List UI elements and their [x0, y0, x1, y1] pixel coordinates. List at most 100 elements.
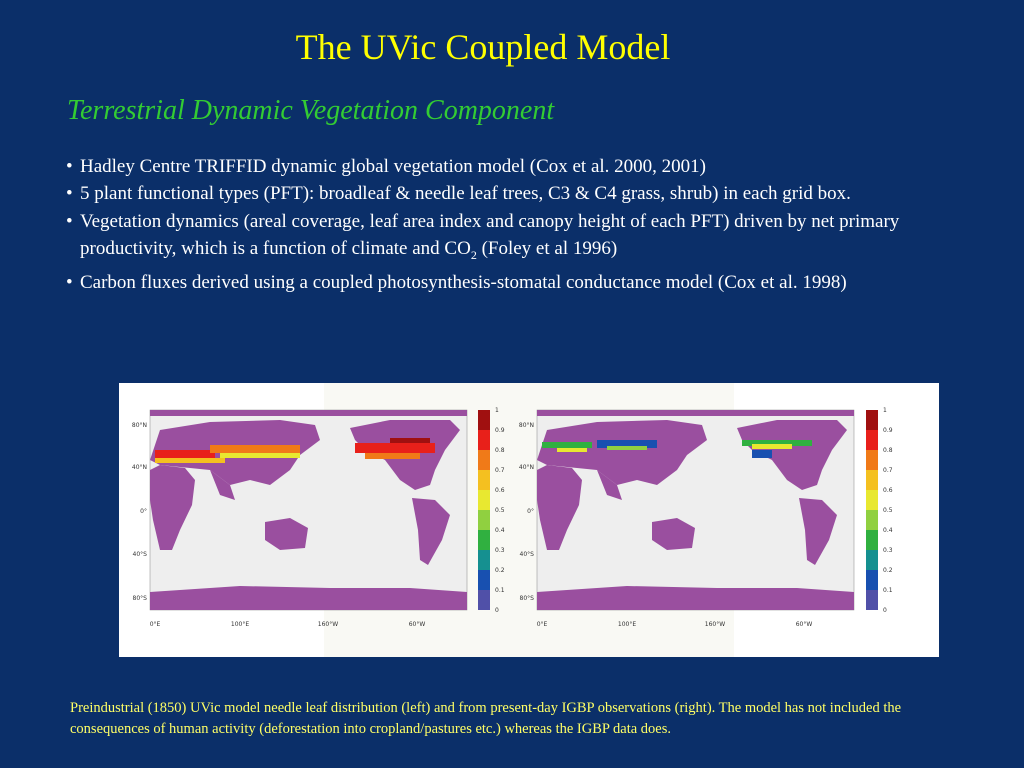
- lon-label: 60°W: [796, 621, 813, 628]
- colorbar-label: 0.8: [495, 447, 505, 454]
- bullet-subscript: 2: [470, 248, 477, 263]
- bullet-text: Vegetation dynamics (areal coverage, lea…: [80, 210, 900, 260]
- colorbar-cell: [478, 450, 490, 470]
- colorbar-cell: [866, 510, 878, 530]
- colorbar-cell: [478, 430, 490, 450]
- vegetation-band: [752, 450, 772, 458]
- colorbar-cell: [866, 470, 878, 490]
- colorbar-cell: [478, 570, 490, 590]
- colorbar-cell: [866, 550, 878, 570]
- lat-label: 0°: [527, 508, 534, 515]
- bullet-text: 5 plant functional types (PFT): broadlea…: [80, 183, 851, 205]
- bullet-item: • Hadley Centre TRIFFID dynamic global ve…: [61, 153, 971, 180]
- map-land: [537, 420, 707, 485]
- colorbar-cell: [866, 410, 878, 430]
- colorbar-label: 0.9: [883, 427, 893, 434]
- colorbar-cell: [478, 590, 490, 610]
- slide-title: The UVic Coupled Model: [295, 27, 671, 67]
- colorbar-cell: [866, 530, 878, 550]
- lon-label: 0°E: [537, 621, 548, 628]
- colorbar-label: 0.6: [495, 487, 505, 494]
- vegetation-band: [220, 453, 300, 458]
- lat-label: 80°N: [519, 422, 534, 429]
- lat-label: 80°S: [133, 595, 148, 602]
- map-land: [652, 518, 695, 550]
- colorbar-cell: [866, 570, 878, 590]
- map-land: [537, 410, 854, 416]
- bullet-list: • Hadley Centre TRIFFID dynamic global ve…: [61, 153, 971, 297]
- colorbar-label: 0.4: [883, 527, 893, 534]
- vegetation-band: [742, 440, 812, 446]
- colorbar-cell: [866, 490, 878, 510]
- lon-label: 160°W: [318, 621, 338, 628]
- colorbar-cell: [478, 470, 490, 490]
- colorbar-label: 0: [495, 607, 499, 614]
- lat-label: 40°N: [132, 464, 147, 471]
- lat-label: 40°N: [519, 464, 534, 471]
- colorbar-label: 0.7: [883, 467, 893, 474]
- map-land: [537, 465, 582, 550]
- colorbar-cell: [478, 530, 490, 550]
- colorbar-label: 0.9: [495, 427, 505, 434]
- colorbar-label: 0.3: [883, 547, 893, 554]
- colorbar-label: 1: [495, 407, 499, 414]
- lon-label: 100°E: [618, 621, 636, 628]
- colorbar-cell: [866, 450, 878, 470]
- colorbar-label: 0: [883, 607, 887, 614]
- map-land: [737, 420, 847, 490]
- slide-subtitle: Terrestrial Dynamic Vegetation Component: [67, 95, 555, 126]
- lat-label: 40°S: [133, 551, 148, 558]
- vegetation-band: [390, 438, 430, 443]
- vegetation-band: [752, 444, 792, 449]
- map-land: [412, 498, 450, 565]
- colorbar-label: 0.5: [495, 507, 505, 514]
- bullet-marker: •: [66, 183, 73, 205]
- bullet-marker: •: [66, 210, 73, 232]
- vegetation-band: [542, 442, 592, 448]
- map-land: [150, 410, 467, 416]
- vegetation-band: [355, 443, 435, 453]
- vegetation-band: [597, 440, 657, 448]
- bullet-marker: •: [66, 156, 73, 177]
- colorbar-cell: [478, 490, 490, 510]
- lon-label: 160°W: [705, 621, 725, 628]
- lon-label: 60°W: [409, 621, 426, 628]
- map-land: [150, 465, 195, 550]
- lon-label: 0°E: [150, 621, 161, 628]
- bullet-text: Hadley Centre TRIFFID dynamic global veg…: [80, 156, 706, 177]
- colorbar-label: 0.2: [495, 567, 505, 574]
- vegetation-band: [607, 446, 647, 450]
- map-land: [265, 518, 308, 550]
- colorbar-label: 0.5: [883, 507, 893, 514]
- colorbar-cell: [866, 430, 878, 450]
- colorbar-label: 0.1: [495, 587, 505, 594]
- colorbar-cell: [478, 550, 490, 570]
- map-land: [210, 470, 235, 500]
- bullet-item: • 5 plant functional types (PFT): broadle…: [61, 180, 971, 207]
- colorbar-cell: [478, 510, 490, 530]
- bullet-marker: •: [66, 272, 73, 294]
- colorbar-cell: [478, 410, 490, 430]
- colorbar-label: 0.6: [883, 487, 893, 494]
- caption: Preindustrial (1850) UVic model needle l…: [70, 700, 902, 737]
- map-land: [537, 586, 854, 610]
- map-land: [150, 586, 467, 610]
- lat-label: 40°S: [520, 551, 535, 558]
- bullet-item: • Vegetation dynamics (areal coverage, le…: [61, 208, 971, 270]
- vegetation-band: [155, 458, 225, 463]
- bullet-item: • Carbon fluxes derived using a coupled p…: [61, 269, 971, 296]
- vegetation-band: [155, 450, 215, 458]
- lat-label: 80°N: [132, 422, 147, 429]
- bullet-text: Carbon fluxes derived using a coupled ph…: [80, 272, 847, 294]
- colorbar-label: 0.7: [495, 467, 505, 474]
- colorbar-label: 0.4: [495, 527, 505, 534]
- map-land: [799, 498, 837, 565]
- lat-label: 80°S: [520, 595, 535, 602]
- colorbar-label: 0.2: [883, 567, 893, 574]
- colorbar-label: 0.3: [495, 547, 505, 554]
- colorbar-label: 1: [883, 407, 887, 414]
- map-land: [597, 470, 622, 500]
- colorbar-label: 0.8: [883, 447, 893, 454]
- colorbar-label: 0.1: [883, 587, 893, 594]
